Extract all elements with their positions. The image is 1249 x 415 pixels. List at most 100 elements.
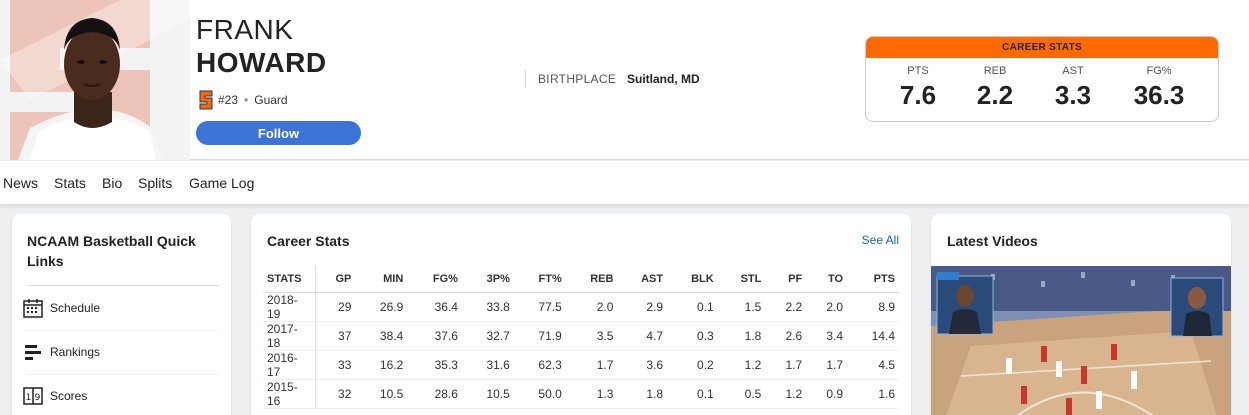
- player-first-name: FRANK: [196, 14, 294, 45]
- column-header[interactable]: STATS: [263, 266, 316, 293]
- column-header[interactable]: 3P%: [461, 266, 514, 293]
- birthplace-label: BIRTHPLACE: [538, 72, 617, 86]
- table-cell: 10.5: [461, 379, 514, 409]
- table-cell: 2015-16: [263, 379, 316, 409]
- player-subnav: News Stats Bio Splits Game Log: [0, 161, 1249, 205]
- table-cell: 26.9: [355, 292, 408, 322]
- subnav-news[interactable]: News: [3, 175, 39, 191]
- table-cell: 1.3: [565, 379, 618, 409]
- table-cell: 33: [315, 350, 356, 380]
- team-logo-icon[interactable]: [198, 90, 214, 110]
- career-stats-summary: CAREER STATS PTS 7.6 REB 2.2 AST 3.3 FG%…: [865, 36, 1219, 122]
- table-cell: 29: [315, 292, 356, 322]
- column-header[interactable]: PTS: [847, 266, 899, 293]
- table-cell: 2017-18: [263, 321, 316, 351]
- bio-divider: [525, 70, 526, 88]
- svg-text:1: 1: [26, 393, 32, 403]
- quick-links-divider: [27, 285, 219, 286]
- table-cell: 3.5: [565, 321, 618, 351]
- table-cell: 38.4: [355, 321, 408, 351]
- column-header[interactable]: REB: [565, 266, 618, 293]
- table-cell: 1.2: [765, 379, 807, 409]
- column-header[interactable]: MIN: [355, 266, 408, 293]
- player-last-name: HOWARD: [196, 47, 327, 78]
- column-header[interactable]: AST: [617, 266, 668, 293]
- summary-stat-value: 2.2: [976, 80, 1014, 110]
- subnav-splits[interactable]: Splits: [138, 175, 173, 191]
- quick-link-rankings[interactable]: Rankings: [22, 337, 222, 367]
- table-cell: 4.5: [847, 350, 899, 380]
- column-header[interactable]: FT%: [513, 266, 566, 293]
- quick-link-divider: [27, 330, 219, 331]
- table-cell: 2018-19: [263, 292, 316, 322]
- quick-link-schedule[interactable]: Schedule: [22, 293, 222, 323]
- summary-stat-value: 7.6: [899, 80, 937, 110]
- see-all-link[interactable]: See All: [861, 233, 899, 247]
- table-cell: 0.1: [667, 379, 718, 409]
- table-cell: 2016-17: [263, 350, 316, 380]
- table-cell: 10.5: [355, 379, 408, 409]
- table-cell: 1.2: [717, 350, 766, 380]
- table-cell: 36.4: [407, 292, 462, 322]
- table-cell: 31.6: [461, 350, 514, 380]
- video-thumbnail[interactable]: [931, 266, 1231, 415]
- career-stats-title: Career Stats: [267, 233, 350, 249]
- column-header[interactable]: GP: [315, 266, 356, 293]
- birthplace-value: Suitland, MD: [627, 72, 700, 86]
- table-cell: 16.2: [355, 350, 408, 380]
- table-row: 2016-17 33 16.2 35.3 31.6 62.3 1.7 3.6 0…: [263, 350, 899, 380]
- table-cell: 1.7: [765, 350, 807, 380]
- table-cell: 32: [315, 379, 356, 409]
- summary-stat-pts: PTS 7.6: [878, 65, 958, 111]
- quick-links-card: NCAAM Basketball Quick Links Schedule Ra…: [12, 214, 231, 415]
- table-cell: 1.7: [806, 350, 848, 380]
- table-cell: 71.9: [513, 321, 566, 351]
- summary-stat-ast: AST 3.3: [1033, 65, 1113, 111]
- career-stats-summary-title: CAREER STATS: [866, 37, 1218, 58]
- table-cell: 77.5: [513, 292, 566, 322]
- table-cell: 8.9: [847, 292, 899, 322]
- meta-separator-dot: •: [244, 93, 249, 107]
- table-cell: 33.8: [461, 292, 514, 322]
- quick-link-label: Schedule: [50, 301, 101, 315]
- svg-text:9: 9: [35, 393, 41, 403]
- player-photo: [0, 0, 190, 160]
- summary-stat-reb: REB 2.2: [955, 65, 1035, 111]
- table-cell: 1.5: [717, 292, 766, 322]
- column-header[interactable]: BLK: [667, 266, 718, 293]
- follow-button[interactable]: Follow: [196, 121, 361, 145]
- table-cell: 1.7: [565, 350, 618, 380]
- table-cell: 2.6: [765, 321, 807, 351]
- table-cell: 50.0: [513, 379, 566, 409]
- column-header[interactable]: TO: [806, 266, 848, 293]
- quick-link-label: Scores: [50, 389, 88, 403]
- summary-stat-label: FG%: [1146, 65, 1172, 77]
- latest-videos-card: Latest Videos: [931, 214, 1231, 415]
- table-cell: 2.0: [565, 292, 618, 322]
- summary-stat-value: 36.3: [1133, 80, 1185, 110]
- table-cell: 37.6: [407, 321, 462, 351]
- rankings-icon: [25, 345, 41, 360]
- player-number: #23: [218, 93, 239, 107]
- column-header[interactable]: FG%: [407, 266, 462, 293]
- player-position: Guard: [254, 93, 288, 107]
- table-cell: 1.8: [617, 379, 668, 409]
- column-header[interactable]: STL: [717, 266, 766, 293]
- player-meta: #23 • Guard: [198, 90, 288, 110]
- table-cell: 3.6: [617, 350, 668, 380]
- video-thumbnail-image: [931, 266, 1231, 415]
- table-cell: 1.8: [717, 321, 766, 351]
- summary-stat-fg-pct: FG% 36.3: [1119, 65, 1199, 111]
- subnav-bio[interactable]: Bio: [102, 175, 123, 191]
- subnav-game-log[interactable]: Game Log: [189, 175, 255, 191]
- table-cell: 35.3: [407, 350, 462, 380]
- player-header: FRANK HOWARD #23 • Guard Follow BIRTHPLA…: [0, 0, 1249, 160]
- table-row: 2018-19 29 26.9 36.4 33.8 77.5 2.0 2.9 0…: [263, 292, 899, 322]
- quick-link-scores[interactable]: 1 9 Scores: [22, 381, 222, 411]
- table-cell: 0.1: [667, 292, 718, 322]
- column-header[interactable]: PF: [765, 266, 807, 293]
- summary-stat-label: REB: [983, 65, 1007, 77]
- table-row: 2015-16 32 10.5 28.6 10.5 50.0 1.3 1.8 0…: [263, 379, 899, 409]
- subnav-stats[interactable]: Stats: [54, 175, 86, 191]
- table-cell: 2.2: [765, 292, 807, 322]
